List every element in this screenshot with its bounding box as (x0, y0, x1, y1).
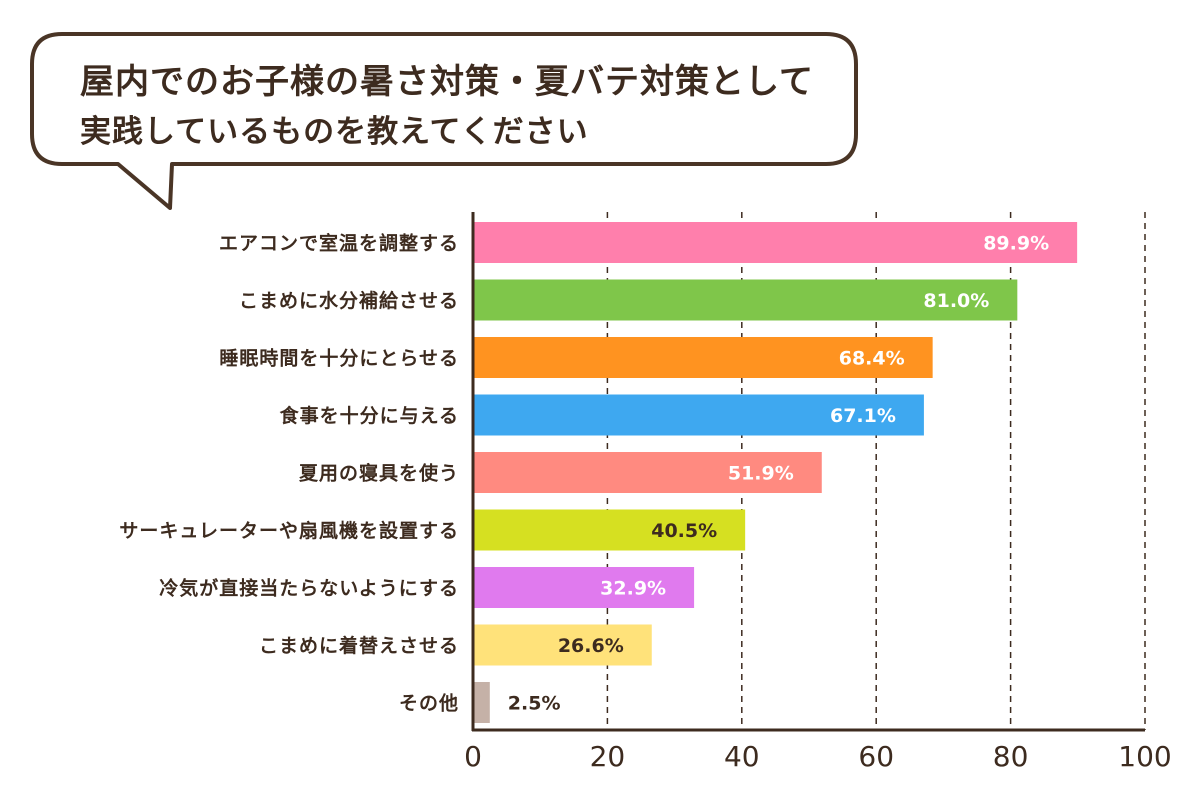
category-label-7: こまめに着替えさせる (259, 634, 459, 657)
x-tick-label-40: 40 (724, 740, 760, 773)
bar-6 (473, 567, 695, 608)
x-tick-label-20: 20 (590, 740, 626, 773)
value-label-3: 67.1% (830, 405, 896, 427)
category-label-1: こまめに水分補給させる (239, 289, 459, 312)
value-label-6: 32.9% (600, 578, 666, 600)
bar-1 (473, 279, 1018, 321)
bar-4 (473, 452, 822, 493)
value-label-5: 40.5% (651, 520, 717, 542)
value-label-2: 68.4% (839, 348, 905, 370)
bar-2 (473, 337, 933, 378)
chart-title-line-2: 実践しているものを教えてください (80, 114, 589, 150)
bar-3 (473, 394, 924, 436)
chart-title-line-1: 屋内でのお子様の暑さ対策・夏バテ対策として (80, 62, 814, 102)
value-label-7: 26.6% (558, 635, 624, 657)
category-label-3: 食事を十分に与える (280, 404, 459, 427)
category-label-6: 冷気が直接当たらないようにする (159, 577, 459, 600)
x-tick-label-60: 60 (858, 740, 894, 773)
bar-8 (473, 682, 490, 723)
value-label-0: 89.9% (983, 233, 1049, 255)
x-tick-label-80: 80 (993, 740, 1029, 773)
bar-0 (473, 222, 1078, 263)
value-label-4: 51.9% (728, 463, 794, 485)
category-label-4: 夏用の寝具を使う (299, 462, 459, 485)
category-label-0: エアコンで室温を調整する (219, 232, 459, 255)
category-label-2: 睡眠時間を十分にとらせる (219, 347, 459, 370)
bar-5 (473, 509, 746, 551)
x-tick-label-100: 100 (1118, 740, 1171, 773)
category-label-5: サーキュレーターや扇風機を設置する (119, 519, 459, 542)
bar-7 (473, 624, 652, 666)
value-label-8: 2.5% (508, 693, 561, 715)
value-label-1: 81.0% (923, 290, 989, 312)
x-tick-label-0: 0 (464, 740, 482, 773)
category-label-8: その他 (399, 692, 459, 715)
